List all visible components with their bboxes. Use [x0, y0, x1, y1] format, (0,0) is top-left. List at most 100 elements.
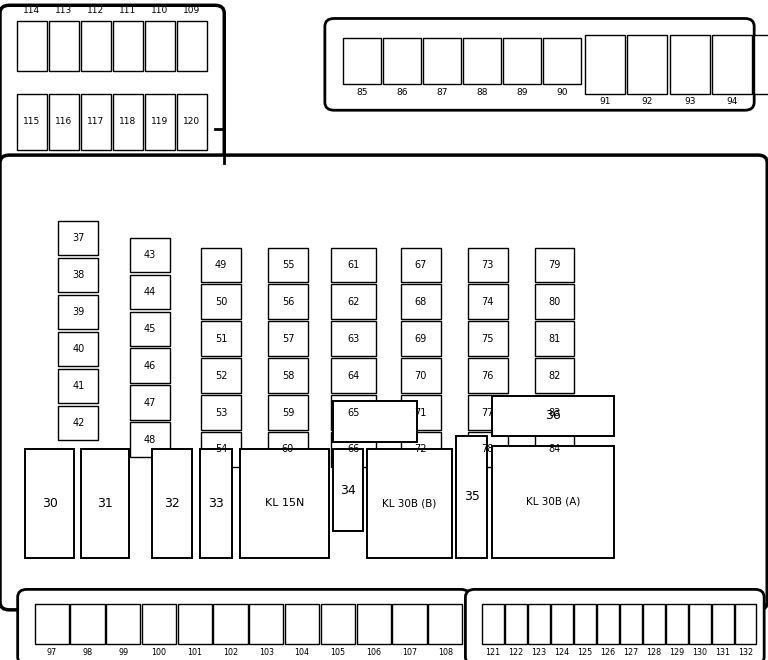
Bar	[689, 604, 710, 643]
Text: 69: 69	[415, 333, 427, 344]
Text: 113: 113	[55, 6, 72, 15]
Text: 92: 92	[642, 98, 653, 106]
Bar	[401, 248, 441, 282]
Text: 132: 132	[738, 647, 753, 657]
Text: 121: 121	[485, 647, 501, 657]
Bar	[392, 604, 426, 643]
Bar	[49, 21, 78, 71]
Bar	[177, 604, 212, 643]
Text: 129: 129	[669, 647, 684, 657]
Bar	[17, 94, 47, 150]
Text: 79: 79	[548, 259, 561, 270]
FancyBboxPatch shape	[325, 18, 754, 110]
Text: 93: 93	[684, 98, 695, 106]
Text: 60: 60	[282, 444, 294, 455]
Bar	[585, 35, 625, 94]
Bar	[201, 321, 241, 356]
Bar	[401, 432, 441, 467]
Bar	[331, 432, 376, 467]
Bar	[712, 604, 733, 643]
Text: 99: 99	[118, 647, 128, 657]
Bar	[201, 284, 241, 319]
Text: 120: 120	[184, 117, 200, 126]
Text: 62: 62	[347, 296, 359, 307]
Text: 50: 50	[215, 296, 227, 307]
Text: 119: 119	[151, 117, 168, 126]
Bar	[268, 248, 308, 282]
Text: 34: 34	[340, 484, 356, 496]
Text: 48: 48	[144, 434, 156, 445]
Text: 66: 66	[347, 444, 359, 455]
Text: 56: 56	[282, 296, 294, 307]
Text: 36: 36	[545, 409, 561, 422]
Text: 61: 61	[347, 259, 359, 270]
FancyBboxPatch shape	[0, 5, 224, 170]
Bar	[145, 94, 174, 150]
Bar	[130, 422, 170, 457]
Text: 126: 126	[601, 647, 615, 657]
Bar	[356, 604, 391, 643]
Text: KL 15N: KL 15N	[265, 498, 304, 508]
Bar	[130, 238, 170, 272]
Bar	[285, 604, 319, 643]
Text: 97: 97	[47, 647, 57, 657]
Text: 59: 59	[282, 407, 294, 418]
Bar	[468, 321, 508, 356]
Text: 131: 131	[715, 647, 730, 657]
Text: 33: 33	[208, 497, 223, 510]
Bar	[130, 348, 170, 383]
Bar	[113, 94, 143, 150]
Bar	[240, 449, 329, 558]
Text: 77: 77	[482, 407, 494, 418]
Text: 107: 107	[402, 647, 417, 657]
Bar	[535, 284, 574, 319]
Bar	[535, 395, 574, 430]
Bar	[627, 35, 667, 94]
Text: 49: 49	[215, 259, 227, 270]
Bar	[58, 369, 98, 403]
Bar	[331, 248, 376, 282]
Text: 116: 116	[55, 117, 72, 126]
Text: 90: 90	[556, 88, 568, 96]
Text: 123: 123	[531, 647, 547, 657]
Bar	[142, 604, 176, 643]
Bar	[268, 284, 308, 319]
Text: 128: 128	[647, 647, 661, 657]
Bar	[58, 295, 98, 329]
Bar	[401, 284, 441, 319]
Text: 47: 47	[144, 397, 156, 408]
Bar	[268, 321, 308, 356]
FancyBboxPatch shape	[0, 155, 767, 610]
Text: 110: 110	[151, 6, 168, 15]
Text: 32: 32	[164, 497, 180, 510]
Bar	[670, 35, 710, 94]
Bar	[130, 385, 170, 420]
Text: 38: 38	[72, 270, 84, 280]
Text: 109: 109	[183, 6, 200, 15]
Text: KL 30B (A): KL 30B (A)	[526, 496, 580, 507]
Bar	[58, 406, 98, 440]
Text: 51: 51	[215, 333, 227, 344]
Text: 73: 73	[482, 259, 494, 270]
Bar	[735, 604, 756, 643]
Bar	[543, 38, 581, 84]
Bar	[333, 401, 417, 442]
Text: 65: 65	[347, 407, 359, 418]
Text: 76: 76	[482, 370, 494, 381]
Bar	[468, 432, 508, 467]
Bar	[58, 221, 98, 255]
Text: 118: 118	[119, 117, 137, 126]
Bar	[468, 248, 508, 282]
Text: 91: 91	[600, 98, 611, 106]
Bar	[201, 358, 241, 393]
Bar	[145, 21, 174, 71]
Text: 70: 70	[415, 370, 427, 381]
Bar	[383, 38, 421, 84]
Text: 130: 130	[692, 647, 707, 657]
Bar	[574, 604, 596, 643]
Bar	[331, 284, 376, 319]
Text: 42: 42	[72, 418, 84, 428]
Text: 111: 111	[119, 6, 137, 15]
Bar	[113, 21, 143, 71]
Text: 74: 74	[482, 296, 494, 307]
